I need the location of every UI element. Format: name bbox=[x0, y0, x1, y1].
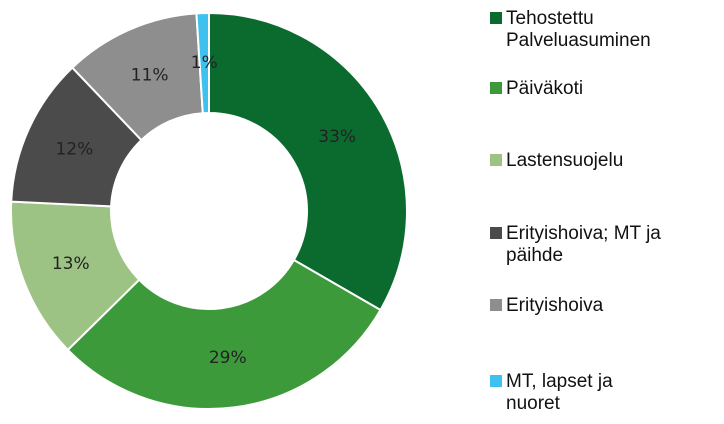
legend-swatch bbox=[490, 82, 502, 94]
data-label: 29% bbox=[209, 348, 247, 368]
legend-item: MT, lapset ja nuoret bbox=[490, 371, 671, 415]
legend-swatch bbox=[490, 375, 502, 387]
legend-item: Erityishoiva; MT ja päihde bbox=[490, 223, 671, 267]
legend-swatch bbox=[490, 227, 502, 239]
data-label: 11% bbox=[131, 65, 169, 85]
data-label: 13% bbox=[52, 254, 90, 274]
data-label: 12% bbox=[55, 140, 93, 160]
legend-swatch bbox=[490, 299, 502, 311]
donut-segment bbox=[195, 11, 210, 115]
legend-swatch bbox=[490, 12, 502, 24]
legend-label: Tehostettu Palveluasuminen bbox=[506, 8, 651, 51]
data-label: 33% bbox=[318, 127, 356, 147]
legend-label: Erityishoiva bbox=[506, 295, 604, 316]
data-label: 1% bbox=[191, 53, 218, 73]
donut-segment bbox=[66, 258, 382, 410]
legend-item: Tehostettu Palveluasuminen bbox=[490, 8, 671, 52]
legend-item: Erityishoiva bbox=[490, 295, 671, 317]
legend-item: Päiväkoti bbox=[490, 78, 671, 100]
legend-label: Lastensuojelu bbox=[506, 150, 624, 171]
donut-segment bbox=[208, 11, 408, 312]
legend-swatch bbox=[490, 154, 502, 166]
legend-label: Erityishoiva; MT ja päihde bbox=[506, 223, 661, 266]
donut: 33% 29% 13% 12% 11% 1% bbox=[10, 11, 408, 410]
legend-item: Lastensuojelu bbox=[490, 150, 671, 172]
legend-label: Päiväkoti bbox=[506, 78, 584, 99]
legend-label: MT, lapset ja nuoret bbox=[506, 371, 613, 414]
